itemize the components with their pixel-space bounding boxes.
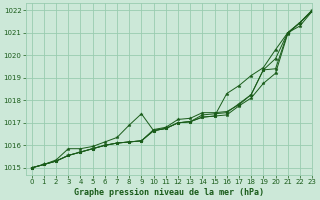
X-axis label: Graphe pression niveau de la mer (hPa): Graphe pression niveau de la mer (hPa): [74, 188, 264, 197]
